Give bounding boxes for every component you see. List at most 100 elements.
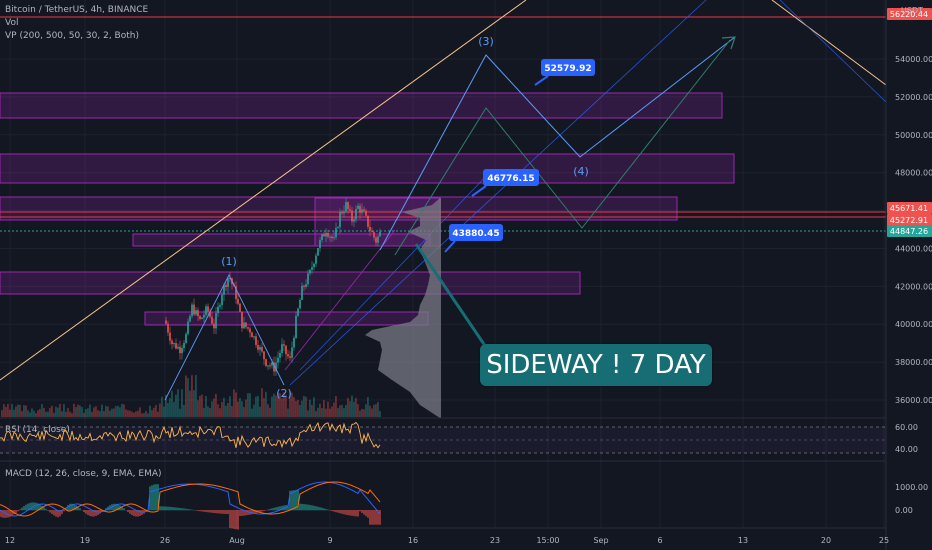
volume-bar [371, 408, 373, 417]
volume-bar [47, 411, 49, 417]
macd-histogram-bar [245, 510, 247, 516]
volume-bar [247, 393, 249, 417]
volume-bar [241, 401, 243, 417]
macd-histogram-bar [309, 504, 311, 511]
macd-histogram-bar [371, 510, 373, 525]
zone [0, 92, 723, 119]
macd-histogram-bar [57, 510, 59, 518]
macd-histogram-bar [21, 507, 23, 511]
candle-body [265, 359, 267, 367]
macd-histogram-bar [303, 504, 305, 511]
wave-label-3: (3) [478, 35, 494, 48]
candle-body [181, 348, 183, 354]
volume-bar [83, 412, 85, 417]
macd-histogram-bar [83, 510, 85, 513]
candle-body [379, 231, 381, 237]
macd-histogram-bar [91, 510, 93, 517]
price-tick-label: 48000.00 [895, 169, 932, 178]
candle-body [287, 354, 289, 357]
trend-lines [0, 0, 887, 386]
candle-body [355, 208, 357, 220]
volume-bar [245, 399, 247, 417]
volume-bar [217, 404, 219, 417]
macd-histogram-bar [151, 485, 153, 511]
macd-histogram-bar [291, 490, 293, 511]
volume-bar [325, 408, 327, 417]
candle-body [197, 310, 199, 317]
note-arrow [414, 243, 494, 357]
callout-43880-text: 43880.45 [452, 229, 499, 239]
volume-bar [113, 408, 115, 417]
macd-histogram-bar [227, 510, 229, 515]
macd-histogram-bar [221, 510, 223, 514]
volume-bar [23, 405, 25, 417]
callout-43880: 43880.45 [444, 224, 503, 253]
price-axis[interactable]: 54000.0052000.0050000.0048000.0046000.00… [885, 0, 932, 550]
candle-body [305, 284, 307, 287]
candle-body [349, 209, 351, 211]
candle-body [183, 342, 185, 349]
volume-bar [319, 403, 321, 417]
volume-bar [39, 408, 41, 417]
volume-bar [251, 408, 253, 417]
volume-bar [41, 404, 43, 417]
rsi-tick-label: 40.00 [895, 445, 918, 454]
candle-body [297, 308, 299, 316]
volume-bar [93, 407, 95, 417]
macd-histogram-bar [225, 510, 227, 514]
macd-histogram-bar [27, 503, 29, 511]
volume-bar [159, 403, 161, 417]
candle-body [353, 219, 355, 222]
macd-histogram-bar [213, 510, 215, 514]
volume-bar [255, 396, 257, 417]
candle-body [369, 226, 371, 231]
candle-body [327, 233, 329, 237]
macd-histogram-bar [361, 510, 363, 513]
macd-histogram-bar [233, 510, 235, 529]
candle-body [215, 313, 217, 329]
volume-bar [115, 406, 117, 417]
volume-bar [183, 404, 185, 417]
volume-bar [359, 410, 361, 417]
volume-bar [31, 408, 33, 417]
volume-bar [7, 403, 9, 417]
macd-histogram-bar [365, 510, 367, 517]
macd-histogram-bar [97, 510, 99, 516]
candle-body [179, 346, 181, 354]
volume-bar [257, 395, 259, 417]
volume-bar [99, 411, 101, 417]
volume-bar [199, 395, 201, 417]
macd-histogram-bar [55, 510, 57, 517]
time-axis[interactable]: 12 19 26 Aug 9 16 23 15:00 Sep 6 13 20 25 [5, 536, 889, 545]
channel-line [289, 0, 707, 386]
candle-body [195, 310, 197, 315]
macd-histogram-bar [247, 510, 249, 516]
macd-histogram-bar [137, 510, 139, 517]
volume-bar [67, 408, 69, 417]
candle-body [225, 284, 227, 287]
volume-bar [235, 392, 237, 417]
candle-body [273, 362, 275, 372]
volume-bar [223, 397, 225, 417]
macd-histogram-bar [353, 510, 355, 517]
macd-histogram-bar [271, 508, 273, 511]
macd-histogram-bar [67, 505, 69, 511]
candle-body [295, 315, 297, 338]
macd-histogram-bar [299, 503, 301, 511]
volume-bar [81, 407, 83, 417]
candle-body [189, 316, 191, 322]
volume-bar [181, 389, 183, 417]
candle-body [187, 321, 189, 334]
macd-histogram-bar [121, 506, 123, 511]
volume-bar [121, 403, 123, 417]
volume-bar [203, 407, 205, 417]
time-tick-label: 16 [408, 536, 418, 545]
candle-body [361, 209, 363, 213]
macd-histogram-bar [9, 510, 11, 517]
macd-pane [0, 481, 381, 530]
macd-histogram-bar [223, 510, 225, 514]
callout-46776: 46776.15 [471, 169, 539, 197]
macd-histogram-bar [279, 506, 281, 511]
macd-histogram-bar [3, 510, 5, 518]
